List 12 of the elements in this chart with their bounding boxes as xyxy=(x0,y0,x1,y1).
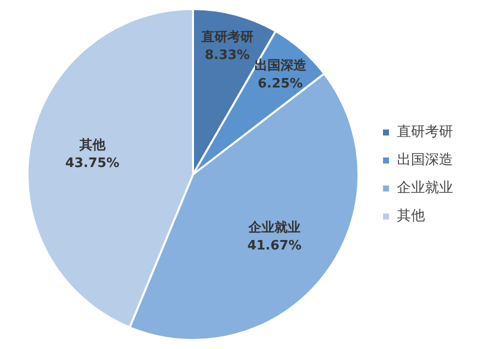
legend-label: 企业就业 xyxy=(397,180,453,196)
slice-label: 其他 xyxy=(78,138,106,153)
data-label: 41.67% xyxy=(247,238,302,254)
slice-label: 出国深造 xyxy=(254,58,308,74)
slice-label: 企业就业 xyxy=(247,219,300,236)
legend-label: 出国深造 xyxy=(397,152,453,168)
data-label: 8.33% xyxy=(204,48,250,63)
data-label: 43.75% xyxy=(65,156,120,171)
legend-label: 直研考研 xyxy=(397,124,453,140)
data-label: 6.25% xyxy=(258,76,303,92)
slice-label: 直研考研 xyxy=(200,30,254,45)
legend-label: 其他 xyxy=(397,208,425,224)
